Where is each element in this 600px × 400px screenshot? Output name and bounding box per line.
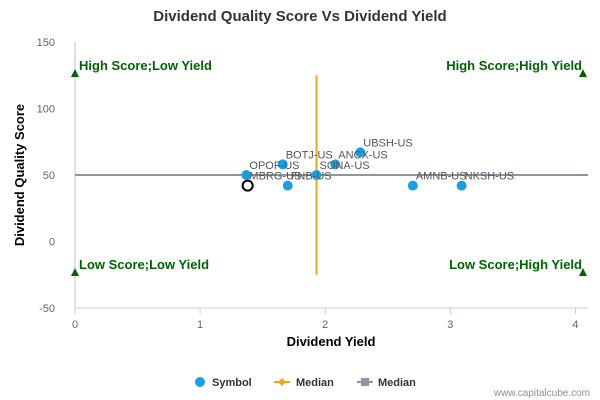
chart-title: Dividend Quality Score Vs Dividend Yield (153, 8, 446, 25)
data-point (277, 159, 288, 170)
quadrant-bottom-left: Low Score;Low Yield (79, 257, 209, 272)
data-point (407, 180, 418, 191)
legend-item-symbol[interactable]: Symbol (212, 377, 252, 389)
point-label: UBSH-US (363, 137, 413, 149)
y-tick-label: 50 (43, 170, 55, 182)
x-tick-label: 1 (197, 319, 203, 331)
x-tick-label: 0 (72, 319, 78, 331)
data-point (456, 180, 467, 191)
legend-item-median-vertical[interactable]: Median (296, 377, 334, 389)
y-axis-ticks: -50 0 50 100 150 (37, 37, 55, 315)
y-tick-label: -50 (39, 303, 55, 315)
quadrant-top-right: High Score;High Yield (446, 58, 582, 73)
data-point (311, 170, 322, 180)
x-axis-ticks: 0 1 2 3 4 (72, 308, 579, 331)
quadrant-top-left: High Score;Low Yield (79, 58, 212, 73)
point-label: MBRG-US (249, 171, 301, 183)
x-tick-label: 2 (322, 319, 328, 331)
diamond-icon (278, 378, 286, 386)
point-label: OPOF-US (249, 160, 299, 172)
y-axis-title: Dividend Quality Score (12, 104, 27, 246)
y-tick-label: 0 (49, 237, 55, 249)
x-tick-label: 3 (447, 319, 453, 331)
credit-text[interactable]: www.capitalcube.com (493, 388, 590, 399)
highlight-group (241, 179, 254, 192)
square-icon (361, 378, 369, 386)
legend-item-median-horizontal[interactable]: Median (378, 377, 416, 389)
triangle-icon (71, 69, 79, 77)
point-label: FNB-US (291, 171, 332, 183)
x-axis-title: Dividend Yield (287, 334, 376, 349)
triangle-icon (579, 69, 587, 77)
data-point (241, 170, 252, 180)
y-tick-label: 100 (37, 104, 55, 116)
point-label: BOTJ-US (286, 149, 333, 161)
quadrant-bottom-right: Low Score;High Yield (449, 257, 582, 272)
point-label: ANCX-US (338, 149, 388, 161)
point-label: NKSH-US (465, 171, 515, 183)
y-tick-label: 150 (37, 37, 55, 49)
point-label: AMNB-US (416, 171, 467, 183)
x-tick-label: 4 (572, 319, 578, 331)
legend-symbol-marker (195, 377, 205, 387)
highlight-point (241, 179, 254, 192)
data-point (330, 159, 341, 170)
data-points: UBSH-US BOTJ-US ANCX-US OPOF-US SONA-US MBRG-… (241, 137, 515, 191)
data-point (282, 180, 293, 191)
data-point (355, 147, 366, 158)
legend: Symbol Median Median (195, 377, 416, 389)
triangle-icon (579, 268, 587, 276)
point-label: SONA-US (319, 160, 369, 172)
triangle-icon (71, 268, 79, 276)
